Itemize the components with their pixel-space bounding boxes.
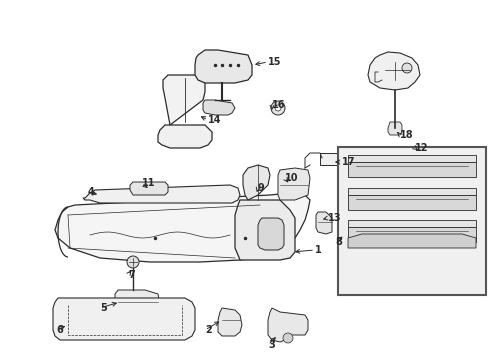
Polygon shape: [83, 185, 240, 203]
Text: 9: 9: [258, 183, 264, 193]
Text: 14: 14: [207, 115, 221, 125]
Text: 4: 4: [88, 187, 95, 197]
Polygon shape: [203, 100, 235, 115]
Circle shape: [401, 63, 411, 73]
Circle shape: [283, 333, 292, 343]
Text: 5: 5: [100, 303, 106, 313]
Polygon shape: [55, 193, 309, 262]
FancyBboxPatch shape: [347, 225, 373, 245]
Polygon shape: [347, 220, 475, 227]
Polygon shape: [158, 125, 212, 148]
Polygon shape: [130, 182, 168, 195]
Polygon shape: [53, 298, 195, 340]
Polygon shape: [163, 75, 204, 125]
Polygon shape: [345, 222, 374, 248]
Polygon shape: [367, 52, 419, 90]
Text: 15: 15: [267, 57, 281, 67]
Text: 3: 3: [267, 340, 274, 350]
Circle shape: [270, 101, 285, 115]
Polygon shape: [347, 195, 475, 210]
FancyBboxPatch shape: [337, 147, 485, 295]
Polygon shape: [115, 290, 160, 315]
Polygon shape: [315, 212, 331, 234]
Text: 17: 17: [341, 157, 355, 167]
Polygon shape: [235, 200, 294, 260]
Circle shape: [274, 105, 281, 111]
Text: 7: 7: [128, 270, 135, 280]
Text: 18: 18: [399, 130, 413, 140]
Polygon shape: [347, 188, 475, 195]
Polygon shape: [258, 218, 284, 250]
Polygon shape: [347, 227, 475, 242]
Text: 1: 1: [314, 245, 321, 255]
Polygon shape: [278, 168, 309, 200]
Text: 13: 13: [327, 213, 341, 223]
Text: 6: 6: [56, 325, 62, 335]
Polygon shape: [387, 122, 401, 135]
Text: 8: 8: [334, 237, 341, 247]
Text: 11: 11: [142, 178, 155, 188]
Polygon shape: [267, 308, 307, 342]
Polygon shape: [218, 308, 242, 336]
Polygon shape: [347, 162, 475, 177]
FancyBboxPatch shape: [319, 153, 341, 165]
Circle shape: [127, 256, 139, 268]
Text: 10: 10: [285, 173, 298, 183]
Polygon shape: [195, 50, 251, 83]
Polygon shape: [347, 234, 475, 248]
Polygon shape: [347, 155, 475, 162]
Polygon shape: [243, 165, 269, 200]
Text: 12: 12: [414, 143, 427, 153]
Text: 2: 2: [204, 325, 211, 335]
Text: 16: 16: [271, 100, 285, 110]
